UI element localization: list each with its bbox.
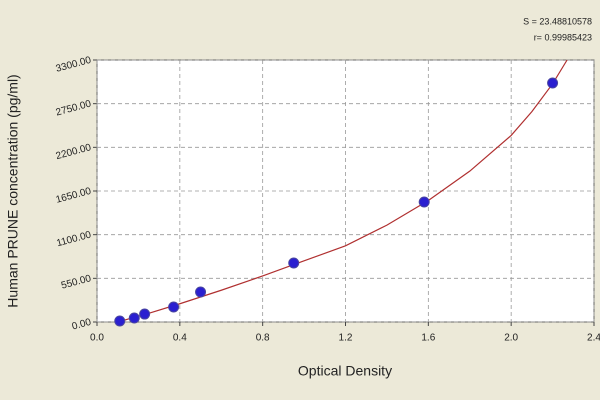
data-point bbox=[114, 315, 126, 327]
y-tick-label: 0.00 bbox=[71, 317, 93, 333]
x-axis-label: Optical Density bbox=[298, 363, 392, 379]
annotation: S = 23.48810578 bbox=[523, 16, 592, 26]
x-tick-label: 0.4 bbox=[173, 333, 187, 344]
x-tick-label: 2.0 bbox=[504, 333, 518, 344]
data-point bbox=[168, 301, 180, 313]
data-point bbox=[418, 196, 430, 208]
data-point bbox=[128, 312, 140, 324]
data-point bbox=[139, 308, 151, 320]
data-point bbox=[288, 257, 300, 269]
data-point bbox=[547, 77, 559, 89]
annotation: r= 0.99985423 bbox=[534, 32, 592, 42]
fit-curve bbox=[117, 59, 568, 323]
y-axis-label: Human PRUNE concentration (pg/ml) bbox=[5, 74, 21, 307]
x-tick-label: 1.6 bbox=[421, 333, 435, 344]
x-tick-label: 1.2 bbox=[339, 333, 353, 344]
data-point bbox=[195, 286, 207, 298]
x-tick-label: 0.0 bbox=[90, 333, 104, 344]
x-tick-label: 0.8 bbox=[256, 333, 270, 344]
x-tick-label: 2.4 bbox=[587, 333, 600, 344]
